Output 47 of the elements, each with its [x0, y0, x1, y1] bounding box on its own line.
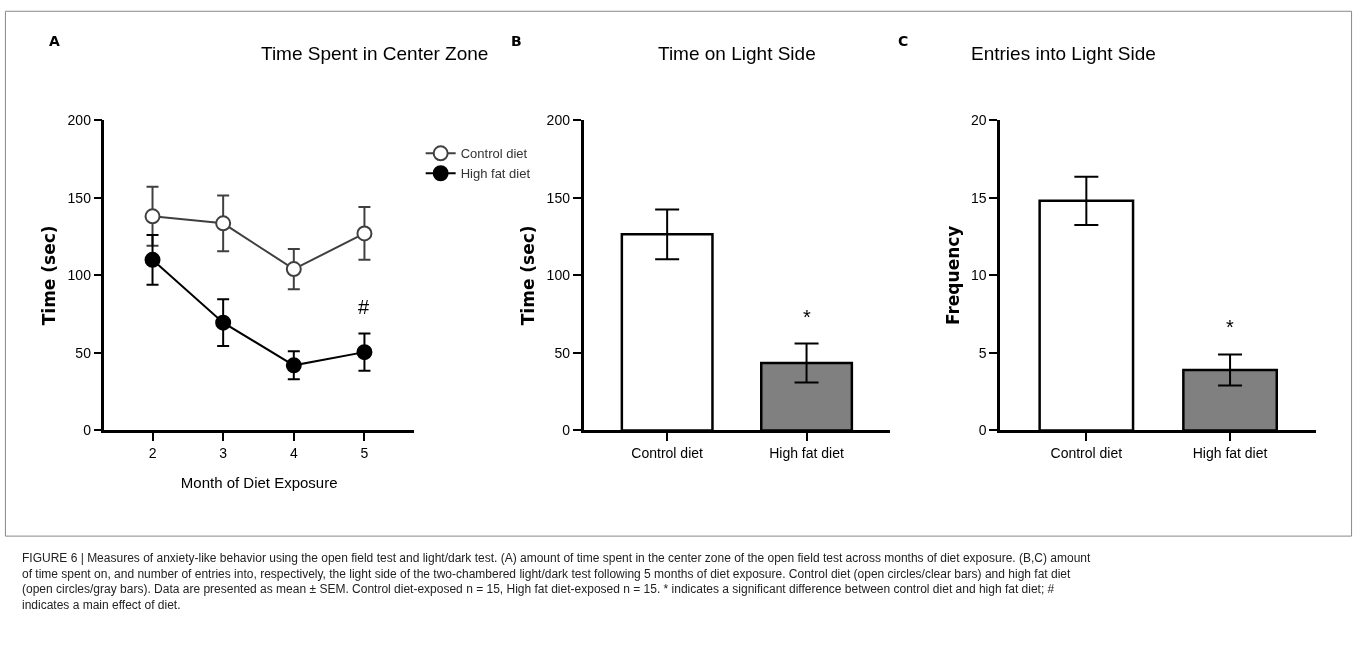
x-tick-label: Control diet [1050, 445, 1123, 462]
point [356, 225, 373, 242]
y-tick-label: 50 [75, 344, 92, 361]
y-tick-label: 200 [67, 112, 92, 129]
y-tick-label: 0 [83, 422, 92, 439]
point [285, 261, 302, 278]
text: B [511, 33, 522, 49]
legend-label: Control diet [460, 146, 528, 162]
y-tick-label: 10 [970, 267, 987, 284]
y-tick-label: 50 [554, 344, 571, 361]
x-tick-label: High fat diet [769, 445, 845, 462]
x-tick-label: 4 [289, 445, 298, 462]
annotation: * [803, 306, 811, 328]
y-tick-label: 15 [970, 189, 987, 206]
y-tick-label: 0 [978, 422, 987, 439]
legend-label: High fat diet [460, 166, 531, 182]
y-tick-label: 200 [546, 112, 571, 129]
point [356, 344, 373, 361]
x-tick-label: 2 [148, 445, 157, 462]
y-axis-title: Time (sec) [39, 225, 60, 326]
y-tick-label: 150 [546, 189, 571, 206]
point [215, 314, 232, 331]
x-axis-title: Month of Diet Exposure [180, 474, 338, 492]
point [215, 215, 232, 232]
y-tick-label: 0 [562, 422, 571, 439]
y-tick-label: 150 [67, 189, 92, 206]
annotation: # [358, 296, 370, 318]
x-tick-label: 3 [219, 445, 228, 462]
annotation: * [1226, 316, 1234, 338]
point [144, 208, 161, 225]
x-tick-label: High fat diet [1192, 445, 1268, 462]
y-tick-label: 100 [546, 267, 571, 284]
y-tick-label: 100 [67, 267, 92, 284]
chart-title: Time Spent in Center Zone [261, 43, 489, 64]
y-tick-label: 5 [978, 344, 987, 361]
y-tick-label: 20 [970, 112, 987, 129]
y-axis-title: Time (sec) [518, 225, 539, 326]
point [144, 251, 161, 268]
chart-title: Entries into Light Side [971, 43, 1156, 64]
x-tick-label: Control diet [631, 445, 704, 462]
chart-title: Time on Light Side [658, 43, 816, 64]
caption: FIGURE 6 | Measures of anxiety-like behavior using the open field test and light/dark test. (A) amount of time spent in the center zone of the open field test across months of diet exposure. (B,C) amount of time spent on, and number of entries into, respectively, the light side of the two-chambered light/dark test following 5 months of diet exposure. Control diet (open circles/clear bars) and high fat diet (open circles/gray bars). Data are presented as mean ± SEM. Control diet-exposed n = 15, High fat diet-exposed n = 15. * indicates a significant difference between control diet and high fat diet; # indicates a main effect of diet. [22, 551, 1091, 612]
text: C [898, 33, 909, 49]
text: A [49, 33, 60, 49]
point [285, 357, 302, 374]
x-tick-label: 5 [360, 445, 369, 462]
y-axis-title: Frequency [942, 225, 963, 326]
